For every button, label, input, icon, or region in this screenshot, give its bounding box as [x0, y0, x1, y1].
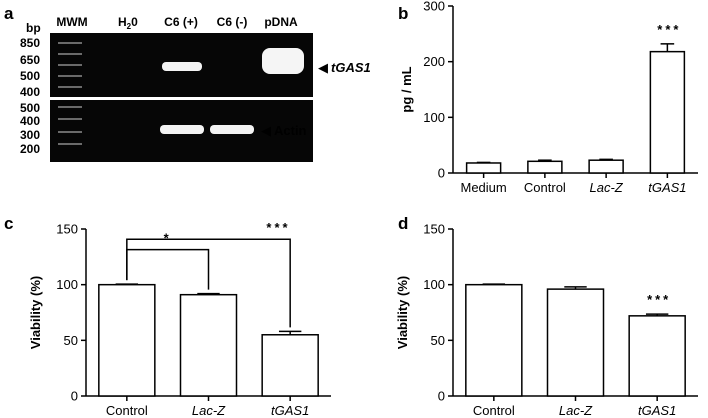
- y-axis-label-c: Viability (%): [28, 276, 43, 349]
- x-tick-label-c-0: Control: [106, 403, 148, 418]
- y-tick-label-c-3: 150: [56, 222, 78, 237]
- panel-a-gel: a bp MWM H20 C6 (+) C6 (-) pDNA: [4, 4, 371, 162]
- bar-d-2: [628, 315, 686, 397]
- bracket-label-c-1: ***: [266, 220, 290, 235]
- band-label-tgas1: tGAS1: [331, 60, 371, 75]
- bracket-c-0: [126, 248, 210, 290]
- x-tick-label-c-2: tGAS1: [271, 403, 309, 418]
- lane-label-c6-neg: C6 (-): [217, 15, 248, 29]
- bar-c-2: [261, 334, 319, 397]
- x-tick-label-c-1: Lac-Z: [192, 403, 226, 418]
- band-c6neg-actin: [210, 125, 254, 134]
- x-tick-label-b-1: Control: [524, 180, 566, 195]
- x-tick-label-b-0: Medium: [461, 180, 507, 195]
- significance-d-0: ***: [647, 292, 671, 307]
- y-tick-label-b-3: 300: [423, 0, 445, 14]
- x-tick-label-d-0: Control: [473, 403, 515, 418]
- band-pdna-tgas1: [262, 48, 304, 74]
- band-c6pos-actin: [160, 125, 204, 134]
- arrow-actin: ◀: [261, 123, 271, 138]
- y-tick-label-c-2: 100: [56, 277, 78, 292]
- significance-b-0: ***: [657, 22, 681, 37]
- lane-label-pdna: pDNA: [264, 15, 298, 29]
- y-tick-label-b-1: 100: [423, 110, 445, 125]
- y-axis-label-b: pg / mL: [399, 66, 414, 112]
- lane-label-mwm: MWM: [56, 15, 87, 29]
- lane-label-c6-pos: C6 (+): [164, 15, 198, 29]
- y-tick-label-d-0: 0: [438, 389, 445, 404]
- bar-b-2: [588, 159, 624, 174]
- bracket-label-c-0: *: [164, 231, 172, 246]
- y-tick-label-b-2: 200: [423, 54, 445, 69]
- bar-c-0: [98, 283, 156, 397]
- bracket-c-1: [126, 238, 291, 328]
- y-tick-label-d-2: 100: [423, 277, 445, 292]
- ladder-bottom: [58, 106, 82, 145]
- bar-d-1: [546, 288, 605, 397]
- x-tick-label-b-3: tGAS1: [648, 180, 686, 195]
- x-tick-label-d-1: Lac-Z: [559, 403, 593, 418]
- band-c6pos-tgas1: [162, 62, 202, 71]
- panel-letter-c: c: [4, 214, 13, 233]
- bar-c-1: [179, 293, 238, 397]
- panel-letter-d: d: [398, 214, 408, 233]
- lane-label-h2o: H20: [118, 15, 138, 31]
- marker-top-1: 650: [20, 53, 40, 67]
- y-tick-label-b-0: 0: [438, 166, 445, 181]
- marker-bottom-2: 300: [20, 128, 40, 142]
- marker-bottom-1: 400: [20, 114, 40, 128]
- bar-d-0: [465, 283, 523, 397]
- bar-b-0: [465, 162, 502, 174]
- x-tick-label-d-2: tGAS1: [638, 403, 676, 418]
- bp-label: bp: [26, 21, 41, 35]
- band-label-actin: Actin: [274, 123, 307, 138]
- panel-letter-b: b: [398, 4, 408, 23]
- marker-top-2: 500: [20, 69, 40, 83]
- ladder-top: [58, 42, 82, 88]
- marker-top-3: 400: [20, 85, 40, 99]
- y-tick-label-d-3: 150: [423, 222, 445, 237]
- bar-b-3: [649, 50, 686, 174]
- chart-c: 0 50 100 150 Viability (%) Control Lac-Z tGAS1 *…: [28, 220, 331, 418]
- chart-d: 0 50 100 150 Viability (%) Control Lac-Z tGAS1 *…: [395, 222, 698, 418]
- markers-top: 850 650 500 400: [20, 36, 40, 99]
- chart-b: 0 100 200 300 pg / mL Medium Control Lac-Z tGAS1…: [399, 0, 698, 195]
- markers-bottom: 500 400 300 200: [20, 101, 40, 156]
- y-tick-label-c-0: 0: [71, 389, 78, 404]
- y-tick-label-d-1: 50: [431, 333, 445, 348]
- panel-letter-a: a: [4, 4, 14, 23]
- arrow-tgas1: ◀: [318, 60, 328, 75]
- marker-bottom-0: 500: [20, 101, 40, 115]
- marker-top-0: 850: [20, 36, 40, 50]
- x-tick-label-b-2: Lac-Z: [590, 180, 624, 195]
- y-tick-label-c-1: 50: [64, 333, 78, 348]
- marker-bottom-3: 200: [20, 142, 40, 156]
- bar-b-1: [527, 160, 563, 174]
- y-axis-label-d: Viability (%): [395, 276, 410, 349]
